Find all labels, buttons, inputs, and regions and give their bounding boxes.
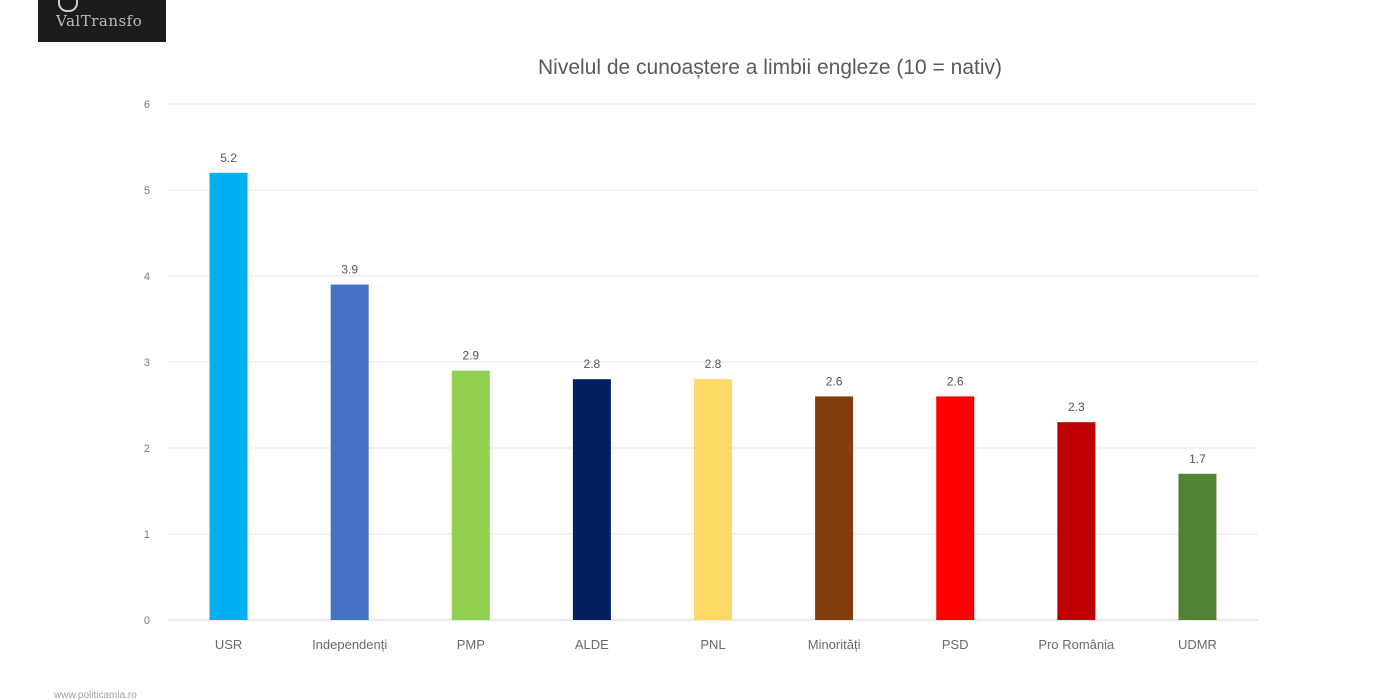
- x-tick-label: PNL: [700, 637, 725, 652]
- y-axis-ticks: 0 1 2 3 4 5 6: [144, 99, 150, 627]
- footer-url: www.politicamia.ro: [54, 690, 137, 700]
- data-label: 1.7: [1189, 452, 1206, 466]
- data-label: 2.6: [947, 374, 964, 388]
- data-label: 2.6: [826, 374, 843, 388]
- bar-7: [936, 396, 975, 620]
- y-tick-label: 0: [144, 615, 150, 627]
- data-label: 2.3: [1068, 400, 1085, 414]
- data-labels: 5.2 3.9 2.9 2.8 2.8 2.6 2.6 2.3 1.7: [220, 151, 1206, 466]
- x-tick-label: USR: [215, 637, 242, 652]
- x-tick-label: Independenți: [312, 637, 387, 652]
- bar-9: [1178, 473, 1217, 620]
- bar-2: [330, 284, 369, 620]
- bar-6: [815, 396, 854, 620]
- y-tick-label: 1: [144, 529, 150, 541]
- x-tick-label: Pro România: [1038, 637, 1115, 652]
- x-tick-label: Minorități: [808, 637, 861, 652]
- data-label: 5.2: [220, 151, 237, 165]
- logo-icon: [58, 0, 78, 12]
- bars: [209, 172, 1217, 621]
- x-tick-label: UDMR: [1178, 637, 1217, 652]
- x-tick-label: PMP: [457, 637, 485, 652]
- y-tick-label: 2: [144, 443, 150, 455]
- chart-title: Nivelul de cunoaștere a limbii engleze (…: [538, 56, 1002, 79]
- logo: ValTransfo: [38, 0, 166, 42]
- logo-text: ValTransfo: [56, 12, 143, 30]
- y-tick-label: 5: [144, 185, 150, 197]
- y-tick-label: 4: [144, 271, 150, 283]
- bar-5: [694, 379, 732, 620]
- data-label: 2.8: [584, 357, 601, 371]
- bar-8: [1057, 422, 1096, 620]
- bar-3: [451, 370, 490, 620]
- bar-4: [572, 379, 611, 620]
- data-label: 2.9: [462, 349, 479, 363]
- y-tick-label: 6: [144, 99, 150, 111]
- x-tick-label: ALDE: [575, 637, 609, 652]
- y-tick-label: 3: [144, 357, 150, 369]
- data-label: 3.9: [341, 263, 358, 277]
- data-label: 2.8: [705, 357, 722, 371]
- x-tick-label: PSD: [942, 637, 969, 652]
- x-axis-labels: USR Independenți PMP ALDE PNL Minorități PSD Pr…: [215, 637, 1217, 652]
- bar-1: [209, 172, 248, 621]
